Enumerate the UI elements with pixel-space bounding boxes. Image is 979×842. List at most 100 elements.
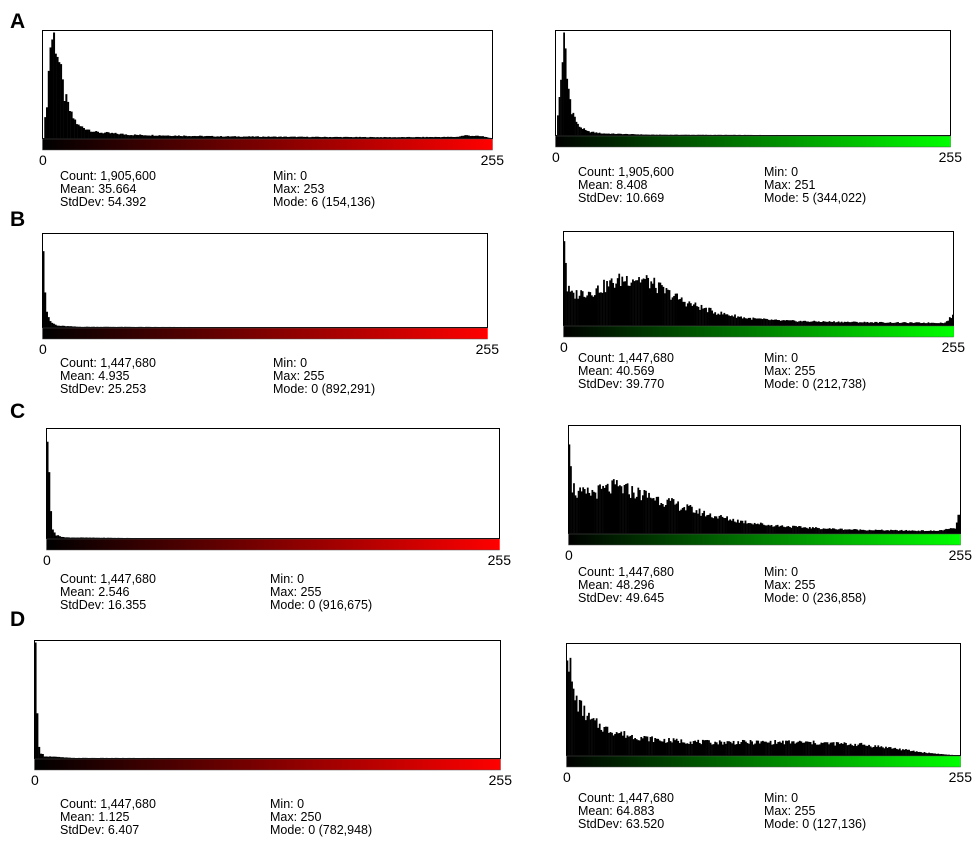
histogram-bin (805, 321, 808, 326)
histogram-bin (857, 744, 860, 756)
histogram-bin (882, 530, 885, 534)
histogram-bin (59, 325, 62, 328)
histogram-bin (125, 326, 128, 328)
histogram-bin (767, 524, 770, 534)
histogram-bin (955, 522, 958, 534)
histogram-bin (597, 285, 599, 326)
histogram-bin (791, 741, 793, 756)
histogram-bin (561, 62, 564, 136)
histogram-bin (646, 736, 649, 756)
histogram-bin (918, 751, 921, 756)
histogram-bin (773, 319, 776, 326)
histogram-bin (197, 136, 200, 139)
histogram-bin (929, 323, 931, 326)
histogram-bin (739, 134, 741, 136)
histogram-bin (655, 134, 658, 136)
histogram-bin (585, 493, 588, 534)
histogram-bin (740, 520, 742, 534)
histogram-svg: 0 255 (560, 231, 965, 355)
histogram-bin (75, 124, 78, 139)
histogram-bin (746, 743, 749, 756)
histogram-bin (689, 505, 692, 534)
histogram-bin (704, 516, 707, 534)
histogram-bin (811, 744, 813, 756)
histogram-bin (705, 740, 707, 756)
histogram-bin (758, 318, 761, 326)
histogram-bin (351, 137, 354, 139)
histogram-bin (81, 126, 84, 139)
axis-min-label: 0 (39, 152, 47, 168)
histogram-bin (877, 745, 880, 756)
histogram-bin (51, 39, 54, 139)
histogram-bin (740, 742, 743, 756)
histogram-bin (49, 756, 52, 759)
histogram-bin (278, 136, 281, 139)
histogram-bin (34, 642, 37, 759)
histogram-bin (766, 742, 769, 756)
histogram-bin (846, 745, 849, 756)
histogram-bin (864, 530, 866, 534)
histogram-bin (183, 135, 186, 139)
histogram-bin (908, 530, 911, 534)
histogram-bin (815, 527, 817, 534)
histogram-bin (729, 741, 732, 756)
histogram-bin (329, 136, 332, 139)
histogram-bin (47, 756, 50, 759)
histogram-bin (695, 741, 698, 756)
histogram-bin (720, 134, 723, 136)
histogram-bin (706, 739, 709, 756)
histogram-bin (625, 275, 628, 326)
histogram-bin (188, 326, 191, 328)
histogram-bin (51, 529, 54, 539)
histogram-bin (905, 749, 907, 756)
histogram-bin (65, 326, 68, 328)
histogram-bin (759, 134, 761, 136)
histogram-bin (651, 134, 653, 136)
histogram-bin (854, 743, 857, 756)
histogram-bin (767, 319, 770, 326)
histogram-bin (824, 528, 826, 534)
histogram-bin (169, 135, 172, 139)
histogram-bin (903, 749, 906, 756)
histogram-bin (923, 322, 925, 326)
histogram-bin (581, 128, 584, 136)
histogram-bin (114, 132, 117, 139)
histogram-bin (671, 297, 674, 326)
histogram-bin (698, 508, 701, 534)
histogram-bin (838, 744, 841, 756)
histogram-bin (281, 136, 284, 139)
histogram-bin (787, 320, 790, 326)
histogram-bin (225, 136, 228, 139)
histogram-bin (191, 136, 194, 139)
histogram-bin (847, 529, 849, 534)
histogram-bin (755, 740, 758, 756)
histogram-bin (726, 134, 729, 136)
histogram-bin (897, 749, 900, 756)
histogram-bin (891, 322, 893, 326)
histogram-bin (880, 746, 883, 756)
histogram-bin (162, 326, 165, 328)
histogram-bin (113, 537, 116, 539)
histogram-bin (717, 518, 719, 534)
histogram-bin (735, 522, 738, 534)
histogram-bin (595, 288, 598, 326)
histogram-bin (904, 322, 907, 326)
histogram-bin (898, 748, 901, 756)
histogram-bin (948, 317, 951, 326)
histogram-bin (580, 700, 583, 756)
histogram-svg: 0 255 (552, 30, 962, 165)
histogram-bin (925, 752, 927, 756)
histogram-bin (350, 137, 353, 139)
histogram-bin (875, 321, 878, 326)
histogram-bin (112, 326, 115, 328)
histogram-bin (164, 326, 167, 328)
histogram-bin (592, 296, 595, 326)
stat-count: Count: 1,447,680 (60, 356, 156, 370)
histogram-bin (939, 322, 942, 326)
histogram-bin (868, 744, 870, 756)
color-scale-bar (34, 758, 501, 771)
histogram-bin (657, 738, 660, 756)
histogram-bin (441, 136, 444, 139)
histogram-bin (611, 133, 613, 136)
histogram-bin (906, 530, 909, 534)
